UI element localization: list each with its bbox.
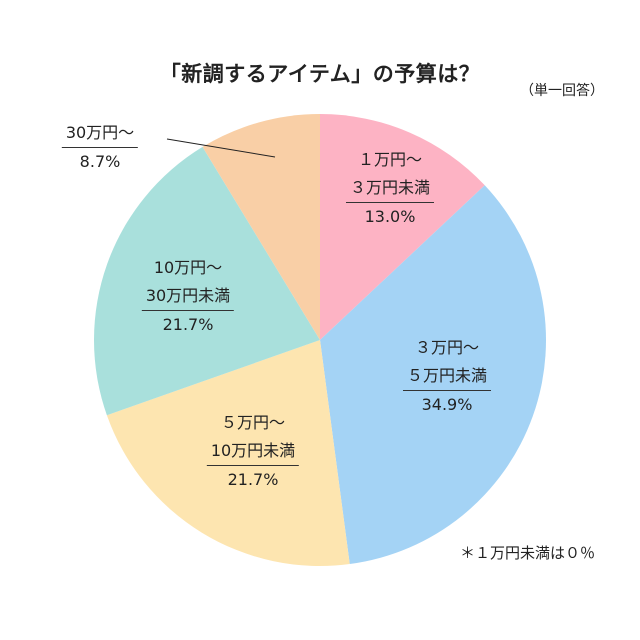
slice-label-line1: ５万円～	[220, 413, 285, 432]
chart-title: 「新調するアイテム」の予算は？	[159, 62, 481, 86]
slice-label-line2: ３万円未満	[345, 174, 435, 203]
slice-label-line1: 30万円～	[61, 119, 139, 148]
slice-value-label: 34.9%	[421, 395, 473, 414]
chart-subtitle: （単一回答）	[520, 83, 604, 99]
slice-label-line1: ３万円～	[414, 338, 480, 357]
slice-value-label: 13.0%	[364, 207, 416, 226]
slice-label-line2: ５万円未満	[402, 362, 492, 391]
slice-value-label: 21.7%	[162, 315, 214, 334]
slice-label-0: １万円～ ３万円未満 13.0%	[345, 146, 435, 231]
pie-slice-4	[202, 114, 320, 340]
pie-slice-2	[106, 340, 350, 566]
slice-label-3: 10万円～ 30万円未満 21.7%	[141, 254, 235, 339]
footnote: ＊１万円未満は０％	[460, 544, 596, 562]
pie-slice-3	[94, 146, 321, 416]
leader-line	[166, 138, 276, 158]
slice-label-line1: 10万円～	[153, 258, 223, 277]
slice-label-4: 30万円～ 8.7%	[61, 119, 139, 176]
slice-value-label: 21.7%	[227, 470, 279, 489]
slice-label-line2: 30万円未満	[141, 282, 235, 311]
slice-label-1: ３万円～ ５万円未満 34.9%	[402, 334, 492, 419]
slice-label-2: ５万円～ 10万円未満 21.7%	[206, 409, 300, 494]
pie-slice-0	[320, 114, 485, 340]
slice-value-label: 8.7%	[79, 152, 121, 171]
slice-label-line1: １万円～	[357, 150, 423, 169]
slice-label-line2: 10万円未満	[206, 437, 300, 466]
pie-slice-1	[320, 185, 546, 565]
